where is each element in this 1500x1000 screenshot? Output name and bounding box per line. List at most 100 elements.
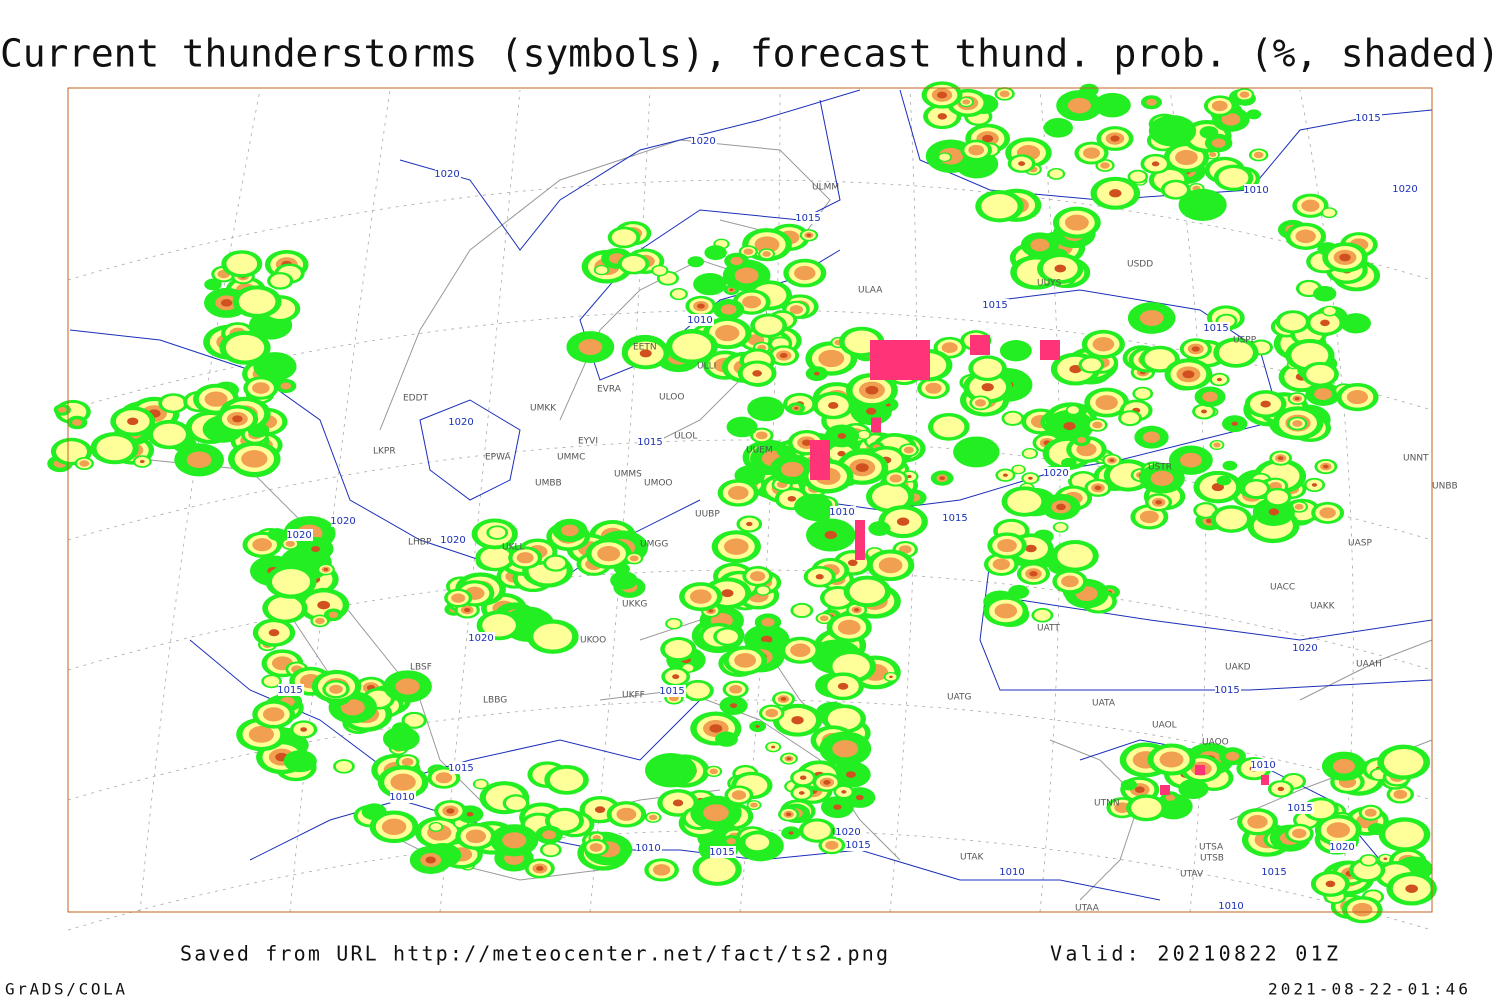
shade-blob (1211, 100, 1228, 112)
shade-blob (953, 436, 1000, 468)
isobar-label-bg (688, 314, 714, 326)
shade-blob (1030, 238, 1050, 252)
shade-blob (1134, 786, 1145, 793)
shade-blob (285, 540, 295, 547)
isobar-label: 1020 (286, 530, 311, 541)
station-label: UAAH (1356, 660, 1382, 670)
shade-blob (72, 419, 83, 426)
shade-blob (1018, 161, 1026, 166)
isobar-label: 1015 (1355, 113, 1380, 124)
station-label: EDDT (403, 394, 429, 404)
isobar (979, 559, 1433, 691)
isobar-label: 1020 (1292, 643, 1317, 654)
shade-blob (536, 865, 544, 871)
shade-blob (335, 760, 353, 772)
shade-blob (451, 593, 466, 603)
shade-blob (720, 304, 737, 315)
shade-blob (186, 451, 212, 469)
shade-blob (723, 538, 749, 555)
isobar-label: 1020 (448, 417, 473, 428)
shade-blob (833, 804, 842, 810)
station-label: UMBB (535, 479, 562, 489)
shade-blob (757, 586, 769, 595)
shade-blob (941, 342, 958, 354)
shade-blob (1092, 421, 1103, 429)
isobar-label-bg (1204, 322, 1230, 334)
shade-blob (329, 684, 343, 694)
shade-blob (1218, 341, 1253, 365)
isobar-label-bg (1262, 866, 1288, 878)
isobar-label-bg (1330, 841, 1356, 853)
shade-blob (1320, 319, 1330, 327)
graticule (739, 89, 781, 913)
shade-blob (1079, 83, 1099, 97)
shade-blob (1007, 490, 1042, 513)
shade-blob (1109, 458, 1115, 463)
isobar-label-bg (287, 529, 313, 541)
shade-blob (1077, 437, 1087, 444)
shade-blob (1092, 337, 1115, 352)
shade-blob (390, 773, 416, 791)
title: Current thunderstorms (symbols), forecas… (0, 32, 1500, 76)
shade-blob (780, 697, 787, 701)
isobar-label: 1015 (448, 763, 473, 774)
shade-blob (382, 726, 420, 751)
shade-blob (698, 857, 736, 882)
shade-blob (968, 144, 985, 156)
shade-blob (761, 617, 775, 627)
shade-blob (858, 430, 870, 439)
high-prob-area (1261, 775, 1269, 785)
shade-blob (667, 619, 681, 629)
shade-blob (709, 768, 718, 775)
shade-blob (1346, 390, 1369, 405)
shade-blob (1294, 396, 1300, 401)
shade-blob (832, 740, 859, 758)
shade-blob (786, 812, 792, 817)
isobar-label-bg (836, 826, 862, 838)
shade-blob (270, 274, 291, 288)
isobar-label: 1020 (434, 169, 459, 180)
shade-blob (226, 253, 258, 275)
shade-blob (750, 571, 766, 582)
station-label: UMMS (614, 470, 642, 480)
shade-blob (561, 524, 579, 537)
shade-blob (1292, 420, 1303, 427)
shade-blob (1094, 92, 1131, 118)
shade-blob (1326, 822, 1350, 838)
shade-blob (1218, 167, 1249, 188)
station-label: UATA (1092, 699, 1116, 709)
station-label: LBBG (483, 696, 507, 706)
shade-blob (315, 617, 325, 625)
shade-blob (716, 629, 738, 644)
high-prob-area (1195, 765, 1205, 775)
shade-blob (752, 370, 762, 377)
shade-blob (1291, 342, 1329, 368)
isobar-label-bg (830, 506, 856, 518)
shade-blob (162, 395, 185, 411)
shade-blob (317, 600, 331, 610)
shade-blob (1028, 476, 1033, 480)
shade-blob (750, 802, 758, 808)
shade-blob (729, 684, 743, 694)
shade-blob (248, 726, 274, 743)
shade-blob (127, 417, 139, 426)
shade-blob (1295, 229, 1316, 244)
shade-blob (789, 305, 804, 314)
isobar (419, 399, 521, 501)
isobar-label: 1015 (1261, 867, 1286, 878)
shade-blob (1159, 751, 1184, 768)
shade-blob (878, 557, 903, 574)
shade-blob (645, 753, 697, 788)
shade-blob (533, 623, 573, 650)
shade-blob (1332, 758, 1355, 774)
shade-blob (311, 545, 321, 552)
isobar-label-bg (435, 168, 461, 180)
station-label: UKLL (502, 543, 525, 553)
isobar-label: 1010 (1218, 901, 1243, 912)
shade-blob (1213, 442, 1221, 448)
shade-blob (505, 796, 527, 810)
shade-blob (1069, 365, 1082, 374)
shade-blob (549, 768, 584, 792)
shade-blob (1301, 199, 1320, 212)
shade-blob (730, 703, 738, 708)
